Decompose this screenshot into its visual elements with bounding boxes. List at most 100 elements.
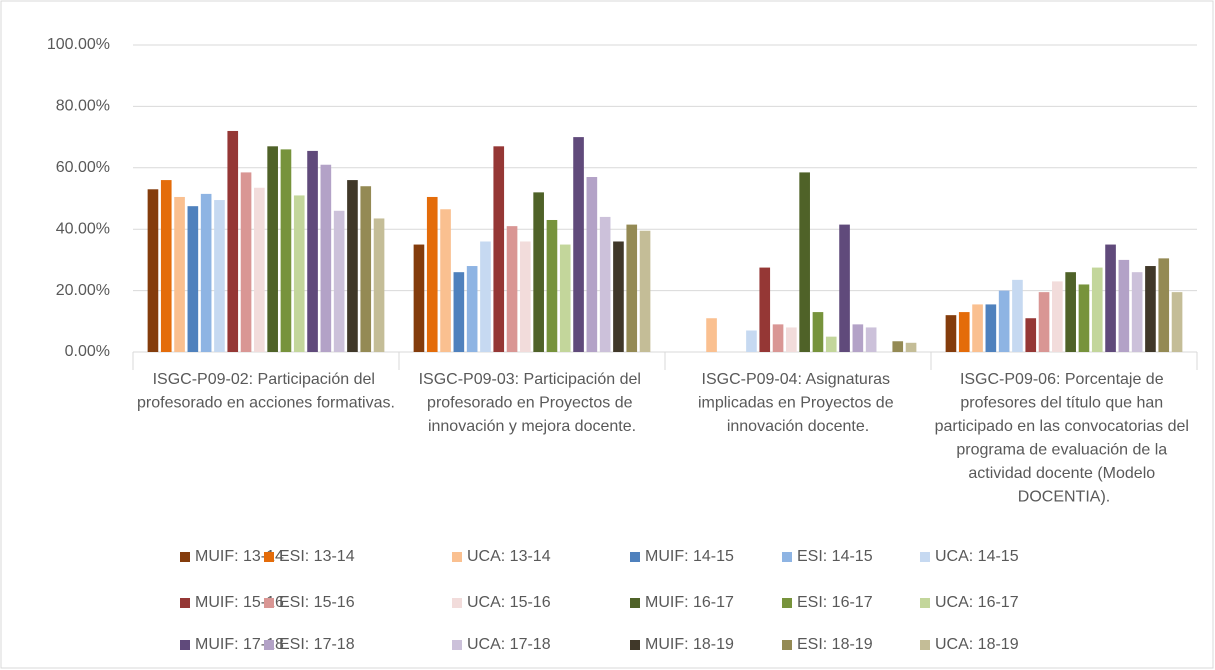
x-tick-label-line: profesorado en acciones formativas. <box>137 395 395 412</box>
bar <box>573 137 584 352</box>
bar <box>1038 292 1050 352</box>
bar <box>466 266 478 352</box>
x-tick-label-line: profesorado en Proyectos de <box>427 395 637 412</box>
bar <box>599 216 611 352</box>
legend-label: ESI: 14-15 <box>797 548 873 565</box>
y-tick-label: 40.00% <box>56 220 110 237</box>
bar <box>1091 267 1103 352</box>
bar <box>280 149 292 352</box>
bar <box>706 318 717 352</box>
y-tick-label: 60.00% <box>56 159 110 176</box>
x-tick-label-line: ISGC-P09-02: Participación del <box>153 371 380 388</box>
legend-swatch <box>920 552 930 562</box>
legend-label: MUIF: 17-18 <box>195 636 284 653</box>
legend-label: UCA: 18-19 <box>935 636 1019 653</box>
bar <box>240 172 252 352</box>
x-tick-label: ISGC-P09-04: Asignaturas implicadas en P… <box>698 371 898 435</box>
y-tick-label: 0.00% <box>65 343 110 360</box>
legend-label: ESI: 16-17 <box>797 594 873 611</box>
y-tick-label: 100.00% <box>47 36 110 53</box>
legend-swatch <box>782 552 792 562</box>
legend-label: ESI: 15-16 <box>279 594 355 611</box>
bar <box>945 315 957 352</box>
bar <box>786 327 797 352</box>
legend-label: MUIF: 16-17 <box>645 594 734 611</box>
bar <box>586 177 598 352</box>
bar <box>759 267 771 352</box>
legend-swatch <box>782 640 792 650</box>
bar <box>1171 292 1183 352</box>
y-tick-label: 20.00% <box>56 282 110 299</box>
bar <box>772 324 784 352</box>
x-tick-label: ISGC-P09-06: Porcentaje de profesores de… <box>935 371 1194 506</box>
bar <box>852 324 864 352</box>
x-tick-label-line: ISGC-P09-06: Porcentaje de <box>960 371 1168 388</box>
bar <box>1105 244 1116 352</box>
bar <box>1065 272 1076 352</box>
bar <box>985 304 997 352</box>
bar <box>200 193 212 352</box>
legend-label: UCA: 17-18 <box>467 636 551 653</box>
bar <box>1131 272 1143 352</box>
bar <box>905 342 917 352</box>
bar <box>958 312 970 352</box>
legend-label: ESI: 18-19 <box>797 636 873 653</box>
bar <box>307 150 318 352</box>
bar <box>626 224 638 352</box>
legend-swatch <box>180 552 190 562</box>
bar <box>480 241 491 352</box>
x-tick-label-line: ISGC-P09-04: Asignaturas <box>702 371 895 388</box>
bar <box>347 180 358 352</box>
legend-swatch <box>630 552 640 562</box>
bar <box>293 195 305 352</box>
x-tick-label-line: profesores del título que han <box>960 395 1167 412</box>
legend-swatch <box>452 640 462 650</box>
legend-label: MUIF: 18-19 <box>645 636 734 653</box>
bar <box>639 230 651 352</box>
bar <box>825 336 837 352</box>
bar <box>160 180 172 352</box>
legend-label: MUIF: 13-14 <box>195 548 284 565</box>
legend-swatch <box>264 552 274 562</box>
y-tick-label: 80.00% <box>56 98 110 115</box>
bar <box>998 290 1010 352</box>
legend-label: MUIF: 15-16 <box>195 594 284 611</box>
bar <box>187 206 199 352</box>
bar <box>360 186 372 352</box>
legend-label: ESI: 17-18 <box>279 636 355 653</box>
bar <box>254 187 265 352</box>
bar <box>440 209 451 352</box>
bar <box>147 189 159 352</box>
legend-label: UCA: 13-14 <box>467 548 551 565</box>
bar <box>892 341 904 352</box>
x-tick-label-line: ISGC-P09-03: Participación del <box>419 371 646 388</box>
legend-swatch <box>180 598 190 608</box>
bar <box>520 241 531 352</box>
bar <box>267 146 278 352</box>
legend-label: UCA: 15-16 <box>467 594 551 611</box>
x-tick-label-line: innovación docente. <box>727 418 869 435</box>
x-tick-label-line: innovación y mejora docente. <box>428 418 636 435</box>
bar <box>613 241 624 352</box>
bar <box>1078 284 1090 352</box>
legend-swatch <box>920 598 930 608</box>
x-tick-label-line: programa de evaluación de la <box>956 442 1171 459</box>
x-tick-label-line: participado en las convocatorias del <box>935 418 1194 435</box>
bar <box>174 196 185 352</box>
legend-label: UCA: 14-15 <box>935 548 1019 565</box>
legend-swatch <box>264 598 274 608</box>
bar <box>426 196 438 352</box>
bar <box>546 219 558 352</box>
x-tick-label-line: implicadas en Proyectos de <box>698 395 898 412</box>
legend-swatch <box>630 598 640 608</box>
bar <box>533 192 544 352</box>
legend-swatch <box>452 552 462 562</box>
bar <box>1118 259 1130 352</box>
legend-swatch <box>264 640 274 650</box>
legend-swatch <box>180 640 190 650</box>
bar <box>839 224 850 352</box>
bar <box>746 330 757 352</box>
x-tick-label: ISGC-P09-02: Participación del profesora… <box>137 371 395 412</box>
bar <box>865 327 877 352</box>
